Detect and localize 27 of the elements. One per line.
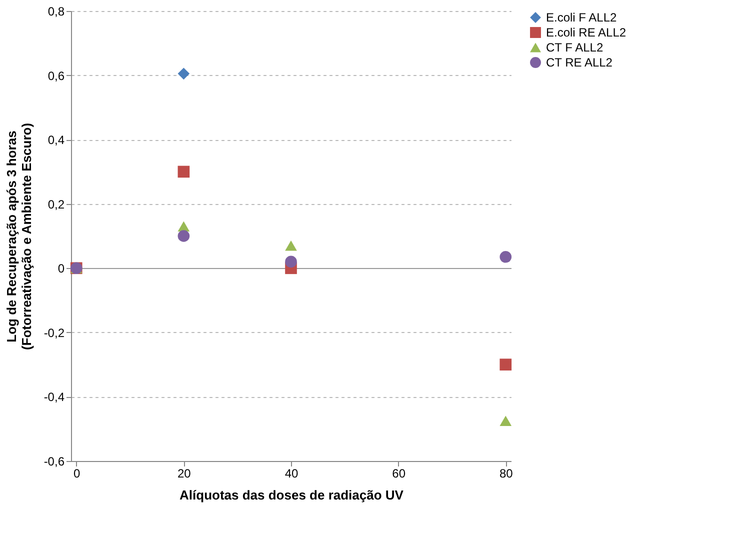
point xyxy=(178,230,190,242)
point xyxy=(500,358,512,370)
legend-label: CT F ALL2 xyxy=(546,40,604,54)
point xyxy=(178,68,190,80)
x-tick-label: 40 xyxy=(284,466,298,480)
x-tick-label: 60 xyxy=(392,466,406,480)
y-tick-label: -0,4 xyxy=(44,390,65,404)
y-tick-label: -0,2 xyxy=(44,326,65,340)
y-tick-label: 0,4 xyxy=(48,133,65,148)
x-tick-label: 80 xyxy=(499,466,514,480)
point xyxy=(285,256,297,268)
legend-label: E.coli RE ALL2 xyxy=(546,26,626,40)
point xyxy=(178,166,190,178)
x-axis-title: Alíquotas das doses de radiação UV xyxy=(180,488,404,502)
y-axis-title: Log de Recuperação após 3 horas (Fotorreativação e Ambiente Escuro) xyxy=(4,122,34,350)
y-tick-label: 0 xyxy=(58,262,65,276)
y-tick-label: 0,2 xyxy=(48,197,65,212)
legend-label: CT RE ALL2 xyxy=(546,56,613,70)
point xyxy=(500,250,512,263)
x-tick-label: 20 xyxy=(178,466,192,480)
legend-label: E.coli F ALL2 xyxy=(546,10,618,24)
point xyxy=(285,240,297,251)
point xyxy=(500,416,512,426)
y-tick-label: -0,6 xyxy=(44,454,65,468)
x-tick-label: 0 xyxy=(74,466,81,480)
y-tick-label: 0,6 xyxy=(48,68,65,83)
y-tick-label: 0,8 xyxy=(48,4,65,18)
